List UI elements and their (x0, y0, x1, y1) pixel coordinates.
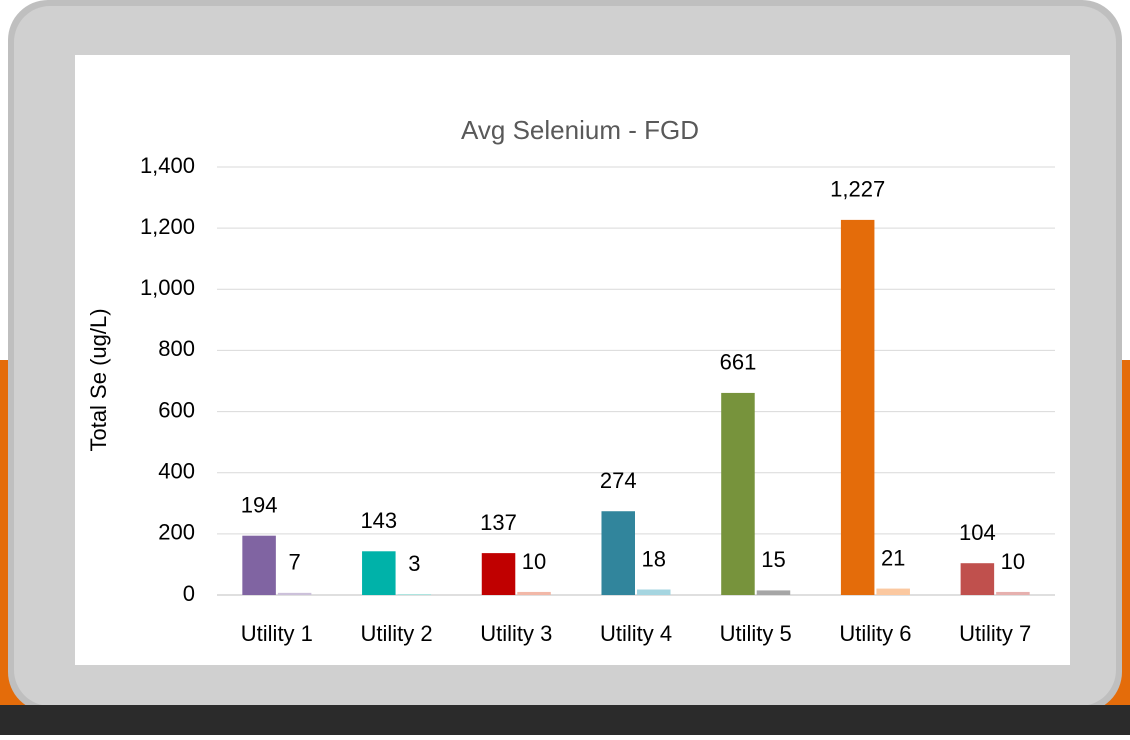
data-label: 1,227 (830, 177, 885, 202)
data-label: 3 (408, 551, 420, 576)
data-label: 194 (241, 493, 278, 518)
bar (996, 591, 1030, 595)
data-label: 15 (761, 547, 785, 572)
x-tick-label: Utility 2 (361, 621, 433, 646)
bar (277, 592, 312, 595)
data-label: 10 (1001, 549, 1025, 574)
y-axis-label: Total Se (ug/L) (86, 308, 111, 451)
y-tick-label: 800 (158, 336, 195, 361)
x-tick-label: Utility 5 (720, 621, 792, 646)
data-label: 18 (642, 546, 666, 571)
y-tick-label: 1,400 (140, 153, 195, 178)
data-label: 10 (522, 549, 546, 574)
data-label: 661 (720, 350, 757, 375)
bar (840, 219, 875, 596)
bar (756, 590, 791, 595)
chart-title: Avg Selenium - FGD (461, 115, 699, 145)
bar (517, 591, 551, 595)
x-tick-label: Utility 3 (480, 621, 552, 646)
data-label: 7 (288, 550, 300, 575)
x-tick-label: Utility 7 (959, 621, 1031, 646)
y-tick-label: 1,000 (140, 275, 195, 300)
bar (601, 511, 635, 595)
bar (362, 551, 396, 595)
bar (960, 563, 995, 595)
y-tick-label: 400 (158, 459, 195, 484)
laptop-base (0, 705, 1130, 735)
screen (75, 55, 1070, 665)
data-label: 274 (600, 468, 637, 493)
y-tick-label: 1,200 (140, 214, 195, 239)
x-tick-label: Utility 1 (241, 621, 313, 646)
data-label: 143 (360, 508, 397, 533)
bar (481, 553, 516, 595)
plot: 0 200 400 600 800 1,000 1,200 1,400 Utility 1 194… (140, 153, 1055, 646)
bar (637, 589, 671, 595)
bar (242, 535, 276, 595)
x-tick-label: Utility 4 (600, 621, 672, 646)
y-tick-label: 600 (158, 397, 195, 422)
data-label: 137 (480, 510, 517, 535)
y-tick-label: 200 (158, 520, 195, 545)
data-label: 21 (881, 545, 905, 570)
bar (721, 392, 755, 595)
y-tick-label: 0 (183, 581, 195, 606)
data-label: 104 (959, 520, 996, 545)
x-tick-label: Utility 6 (839, 621, 911, 646)
bar (397, 594, 432, 595)
bar (876, 588, 910, 595)
